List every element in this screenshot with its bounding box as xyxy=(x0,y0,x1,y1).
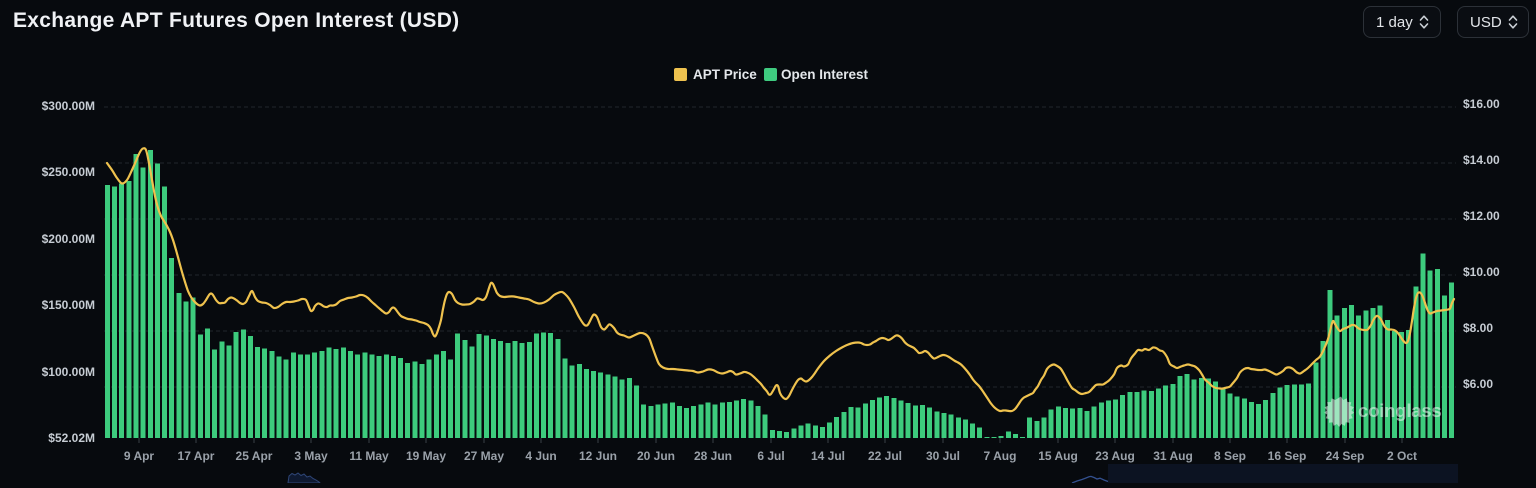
svg-text:15 Aug: 15 Aug xyxy=(1038,449,1078,463)
svg-text:17 Apr: 17 Apr xyxy=(178,449,215,463)
svg-text:7 Aug: 7 Aug xyxy=(984,449,1017,463)
svg-text:$6.00: $6.00 xyxy=(1463,377,1493,391)
svg-text:25 Apr: 25 Apr xyxy=(236,449,273,463)
svg-text:$300.00M: $300.00M xyxy=(42,99,95,113)
svg-text:$16.00: $16.00 xyxy=(1463,97,1500,111)
svg-text:$150.00M: $150.00M xyxy=(42,298,95,312)
svg-text:$10.00: $10.00 xyxy=(1463,265,1500,279)
svg-text:9 Apr: 9 Apr xyxy=(124,449,155,463)
svg-text:$8.00: $8.00 xyxy=(1463,321,1493,335)
svg-text:8 Sep: 8 Sep xyxy=(1214,449,1246,463)
svg-text:14 Jul: 14 Jul xyxy=(811,449,845,463)
svg-text:20 Jun: 20 Jun xyxy=(637,449,675,463)
svg-text:$100.00M: $100.00M xyxy=(42,365,95,379)
svg-text:11 May: 11 May xyxy=(349,449,389,463)
svg-text:30 Jul: 30 Jul xyxy=(926,449,960,463)
svg-text:$52.02M: $52.02M xyxy=(48,431,95,445)
svg-text:4 Jun: 4 Jun xyxy=(525,449,556,463)
svg-text:$14.00: $14.00 xyxy=(1463,153,1500,167)
svg-text:coinglass: coinglass xyxy=(1358,400,1442,421)
svg-text:27 May: 27 May xyxy=(464,449,504,463)
svg-text:16 Sep: 16 Sep xyxy=(1268,449,1307,463)
svg-text:6 Jul: 6 Jul xyxy=(757,449,784,463)
svg-text:23 Aug: 23 Aug xyxy=(1095,449,1135,463)
svg-text:31 Aug: 31 Aug xyxy=(1153,449,1193,463)
svg-text:22 Jul: 22 Jul xyxy=(868,449,902,463)
svg-text:12 Jun: 12 Jun xyxy=(579,449,617,463)
svg-text:$200.00M: $200.00M xyxy=(42,232,95,246)
svg-text:3 May: 3 May xyxy=(294,449,328,463)
svg-text:28 Jun: 28 Jun xyxy=(694,449,732,463)
svg-text:$12.00: $12.00 xyxy=(1463,209,1500,223)
svg-text:24 Sep: 24 Sep xyxy=(1326,449,1365,463)
svg-text:19 May: 19 May xyxy=(406,449,446,463)
svg-text:2 Oct: 2 Oct xyxy=(1387,449,1417,463)
svg-text:$250.00M: $250.00M xyxy=(42,165,95,179)
